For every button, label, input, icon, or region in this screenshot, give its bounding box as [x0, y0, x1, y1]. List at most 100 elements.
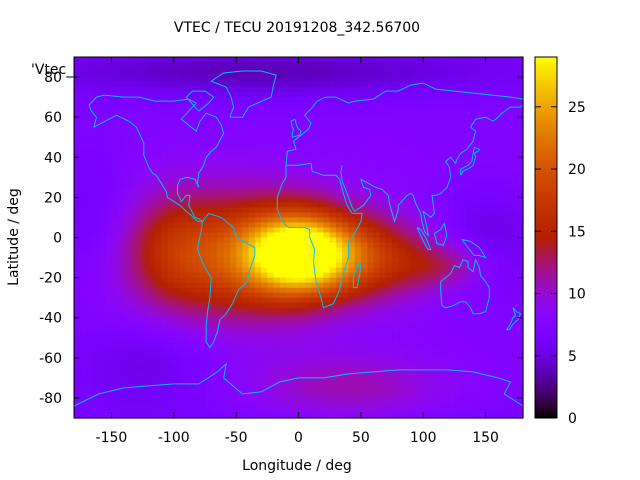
heatmap-cell — [192, 262, 200, 269]
heatmap-cell — [173, 222, 181, 229]
heatmap-cell — [310, 337, 318, 344]
heatmap-cell — [130, 112, 137, 118]
heatmap-cell — [279, 172, 287, 178]
heatmap-cell — [498, 232, 505, 239]
heatmap-cell — [167, 377, 175, 384]
heatmap-cell — [323, 357, 331, 364]
heatmap-cell — [123, 167, 131, 173]
heatmap-cell — [423, 197, 431, 203]
heatmap-cell — [485, 167, 493, 173]
heatmap-cell — [360, 242, 368, 249]
heatmap-cell — [329, 342, 337, 349]
heatmap-cell — [404, 167, 412, 173]
heatmap-cell — [373, 277, 381, 284]
heatmap-cell — [473, 347, 480, 354]
heatmap-cell — [80, 352, 88, 359]
heatmap-cell — [167, 392, 175, 399]
heatmap-cell — [130, 117, 137, 123]
heatmap-cell — [498, 382, 505, 389]
heatmap-cell — [186, 182, 194, 188]
heatmap-cell — [142, 387, 150, 394]
heatmap-cell — [80, 147, 88, 153]
heatmap-cell — [335, 277, 343, 284]
heatmap-cell — [117, 152, 125, 158]
heatmap-cell — [161, 392, 169, 399]
heatmap-cell — [229, 57, 237, 63]
heatmap-cell — [236, 102, 243, 108]
heatmap-cell — [342, 302, 349, 309]
heatmap-cell — [448, 347, 456, 354]
heatmap-cell — [310, 302, 318, 309]
heatmap-cell — [473, 232, 480, 239]
heatmap-cell — [223, 392, 231, 399]
heatmap-cell — [329, 217, 337, 224]
heatmap-cell — [448, 177, 456, 183]
heatmap-cell — [236, 172, 243, 178]
heatmap-cell — [136, 162, 144, 168]
heatmap-cell — [198, 247, 206, 254]
heatmap-cell — [236, 92, 243, 98]
heatmap-cell — [186, 257, 194, 264]
heatmap-cell — [130, 337, 137, 344]
heatmap-cell — [248, 77, 256, 83]
heatmap-cell — [123, 352, 131, 359]
heatmap-cell — [136, 62, 144, 68]
heatmap-cell — [466, 202, 474, 209]
heatmap-cell — [155, 287, 162, 294]
heatmap-cell — [460, 217, 468, 224]
heatmap-cell — [173, 232, 181, 239]
heatmap-cell — [155, 347, 162, 354]
heatmap-cell — [460, 157, 468, 163]
heatmap-cell — [454, 307, 462, 314]
heatmap-cell — [448, 142, 456, 148]
heatmap-cell — [385, 302, 393, 309]
heatmap-cell — [473, 182, 480, 188]
heatmap-cell — [466, 62, 474, 68]
heatmap-cell — [416, 237, 424, 244]
heatmap-cell — [466, 382, 474, 389]
heatmap-cell — [367, 292, 374, 299]
heatmap-cell — [485, 197, 493, 203]
heatmap-cell — [416, 297, 424, 304]
heatmap-cell — [354, 187, 362, 193]
heatmap-cell — [317, 367, 325, 374]
heatmap-cell — [317, 82, 325, 88]
heatmap-cell — [229, 362, 237, 369]
heatmap-cell — [242, 277, 250, 284]
heatmap-cell — [479, 62, 487, 68]
heatmap-cell — [248, 307, 256, 314]
heatmap-cell — [186, 357, 194, 364]
heatmap-cell — [130, 87, 137, 93]
heatmap-cell — [111, 242, 119, 249]
heatmap-cell — [223, 382, 231, 389]
heatmap-cell — [180, 332, 187, 339]
heatmap-cell — [142, 152, 150, 158]
heatmap-cell — [198, 362, 206, 369]
heatmap-cell — [392, 132, 399, 138]
heatmap-cell — [98, 372, 106, 379]
heatmap-cell — [435, 112, 443, 118]
heatmap-cell — [441, 367, 449, 374]
heatmap-cell — [161, 252, 169, 259]
heatmap-cell — [186, 82, 194, 88]
heatmap-cell — [410, 317, 418, 324]
heatmap-cell — [385, 62, 393, 68]
heatmap-cell — [180, 257, 187, 264]
heatmap-cell — [155, 332, 162, 339]
heatmap-cell — [473, 357, 480, 364]
heatmap-cell — [92, 312, 100, 319]
heatmap-cell — [155, 147, 162, 153]
heatmap-cell — [261, 357, 268, 364]
heatmap-cell — [80, 282, 88, 289]
heatmap-cell — [74, 367, 81, 374]
heatmap-cell — [435, 392, 443, 399]
heatmap-cell — [473, 162, 480, 168]
heatmap-cell — [161, 222, 169, 229]
heatmap-cell — [192, 67, 200, 73]
heatmap-cell — [491, 222, 499, 229]
heatmap-cell — [142, 62, 150, 68]
heatmap-cell — [335, 252, 343, 259]
heatmap-cell — [460, 362, 468, 369]
heatmap-cell — [204, 157, 212, 163]
heatmap-cell — [354, 267, 362, 274]
